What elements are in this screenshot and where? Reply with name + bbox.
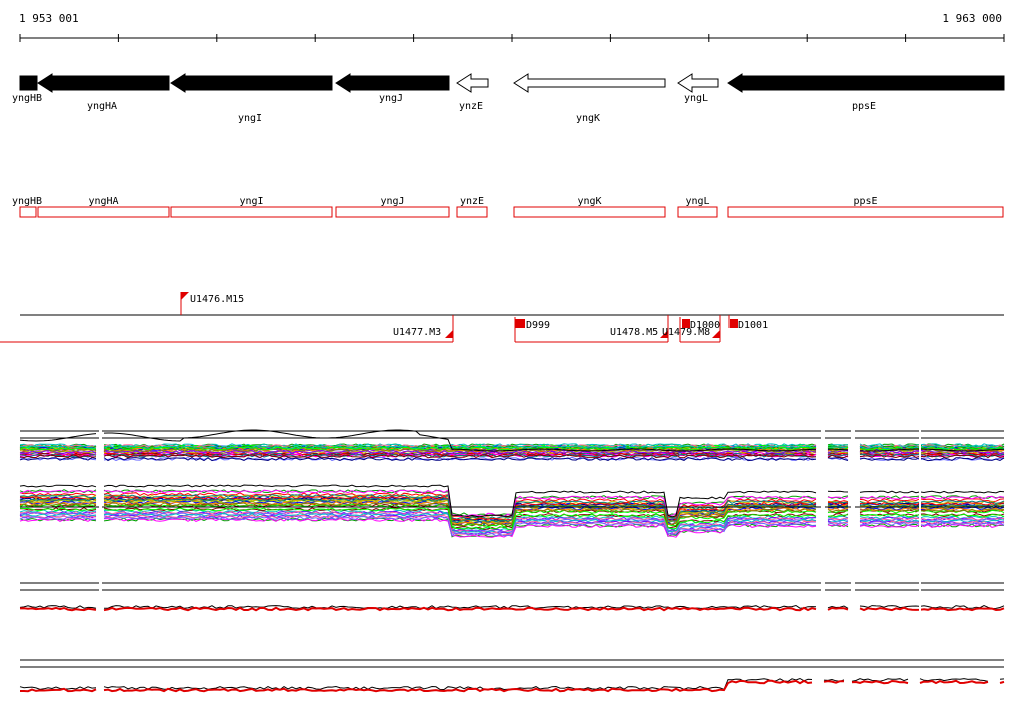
expression-line [19,446,1005,451]
feature-marker [682,319,690,328]
expression-line [19,677,1005,691]
gene-box-ynghb[interactable] [19,206,37,218]
expression-line [19,604,1005,610]
gene-arrow-track: yngHB yngHA yngI yngJ ynzE yngK yngL ppsE [12,73,1005,124]
gene-box-label: yngHA [88,196,118,207]
gene-arrow-label: yngI [238,113,262,124]
track-gap [99,425,102,625]
expression-line [19,489,1005,517]
gene-arrow-yngi[interactable] [170,73,333,93]
expression-line [19,514,1005,536]
feature-label: U1477.M3 [393,327,441,338]
feature-label: U1479.M8 [662,327,710,338]
ruler-start-label: 1 953 001 [19,12,79,25]
expression-line [19,429,1005,452]
expression-line [19,606,1005,612]
expression-line [19,515,1005,537]
gene-arrow-label: yngHB [12,93,42,104]
gene-arrow-label: yngL [684,93,708,104]
gene-arrow-ppse[interactable] [727,73,1005,93]
track-gap [919,425,921,625]
expression-line [20,507,1005,530]
feature-label: D999 [526,320,550,331]
gene-box-ppse[interactable] [727,206,1004,218]
gene-arrow-label: ppsE [852,101,876,112]
gene-arrow-ynze[interactable] [456,73,489,93]
expression-line [20,679,1005,693]
gene-box-ynze[interactable] [456,206,488,218]
feature-label: U1476.M15 [190,294,244,305]
expression-line [19,495,1005,522]
feature-label: D1001 [738,320,768,331]
gene-box-label: ppsE [853,196,877,207]
expression-line [19,449,1005,455]
expression-line [19,499,1005,525]
ruler-end-label: 1 963 000 [942,12,1002,25]
gene-arrow-yngha[interactable] [37,73,170,93]
gene-box-yngj[interactable] [335,206,450,218]
expression-line [19,517,1005,538]
gene-box-label: ynzE [460,196,484,207]
feature-marker [515,319,525,328]
gene-arrow-ynghb[interactable] [19,75,38,91]
expression-line [19,443,1005,448]
expression-line [19,497,1005,523]
expression-line [19,503,1005,528]
expression-line [19,501,1005,526]
gene-box-label: yngHB [12,196,42,207]
gene-box-yngk[interactable] [513,206,666,218]
gene-arrow-label: yngHA [87,101,117,112]
gene-arrow-label: yngK [576,113,600,124]
gene-arrow-label: ynzE [459,101,483,112]
feature-label: U1478.M5 [610,327,658,338]
expression-profiles [19,425,1005,693]
feature-flag-icon [445,330,453,338]
expression-line [19,507,1005,531]
expression-line [19,445,1005,450]
feature-flag-icon [660,330,668,338]
expression-line [19,457,1005,462]
coordinate-ruler [19,34,1005,42]
feature-flag-icon [181,292,189,300]
gene-box-label: yngI [239,196,263,207]
feature-flag-icon [712,330,720,338]
gene-arrow-yngj[interactable] [335,73,450,93]
expression-line [19,494,1005,520]
track-gap [821,425,825,625]
gene-box-yngi[interactable] [170,206,333,218]
expression-line [19,502,1004,527]
gene-arrow-yngk[interactable] [513,73,666,93]
gene-box-label: yngJ [380,196,404,207]
expression-line [19,454,1005,459]
track-gap [851,425,855,625]
gene-box-yngha[interactable] [37,206,170,218]
expression-line [19,484,1005,518]
gene-box-yngl[interactable] [677,206,718,218]
expression-line [19,453,1005,458]
gene-box-label: yngK [577,196,601,207]
gene-box-label: yngL [685,196,709,207]
expression-line [19,511,1005,533]
gene-box-track: yngHB yngHA yngI yngJ ynzE yngK yngL ppsE [12,196,1004,218]
feature-marker [730,319,738,328]
gene-arrow-yngl[interactable] [677,73,719,93]
gene-arrow-label: yngJ [379,93,403,104]
feature-label: D1000 [690,320,720,331]
